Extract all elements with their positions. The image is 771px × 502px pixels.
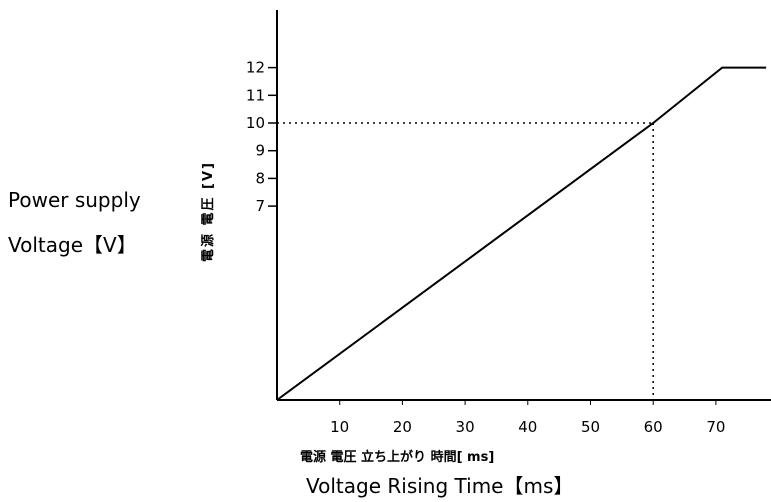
x-axis-label: Voltage Rising Time【ms】 bbox=[306, 474, 574, 498]
y-axis-label-line1: Power supply bbox=[8, 188, 141, 212]
y-tick-label-7: 7 bbox=[255, 197, 265, 215]
x-tick-label-20: 20 bbox=[393, 418, 412, 436]
x-tick-label-50: 50 bbox=[581, 418, 600, 436]
x-tick-label-40: 40 bbox=[518, 418, 537, 436]
y-tick-label-9: 9 bbox=[255, 142, 265, 160]
x-tick-label-10: 10 bbox=[330, 418, 349, 436]
x-tick-label-70: 70 bbox=[706, 418, 725, 436]
y-tick-label-11: 11 bbox=[246, 86, 265, 104]
x-tick-label-60: 60 bbox=[644, 418, 663, 436]
x-tick-label-30: 30 bbox=[456, 418, 475, 436]
x-axis-label-japanese: 電源 電圧 立ち上がり 時間[ ms] bbox=[300, 450, 495, 465]
series-line-0 bbox=[276, 66, 767, 401]
y-axis-label-japanese: 電源 電圧 [V] bbox=[201, 161, 216, 262]
y-tick-label-10: 10 bbox=[246, 114, 265, 132]
y-tick-label-8: 8 bbox=[255, 169, 265, 187]
y-tick-label-12: 12 bbox=[246, 59, 265, 77]
y-axis-label-line2: Voltage【V】 bbox=[8, 233, 137, 257]
